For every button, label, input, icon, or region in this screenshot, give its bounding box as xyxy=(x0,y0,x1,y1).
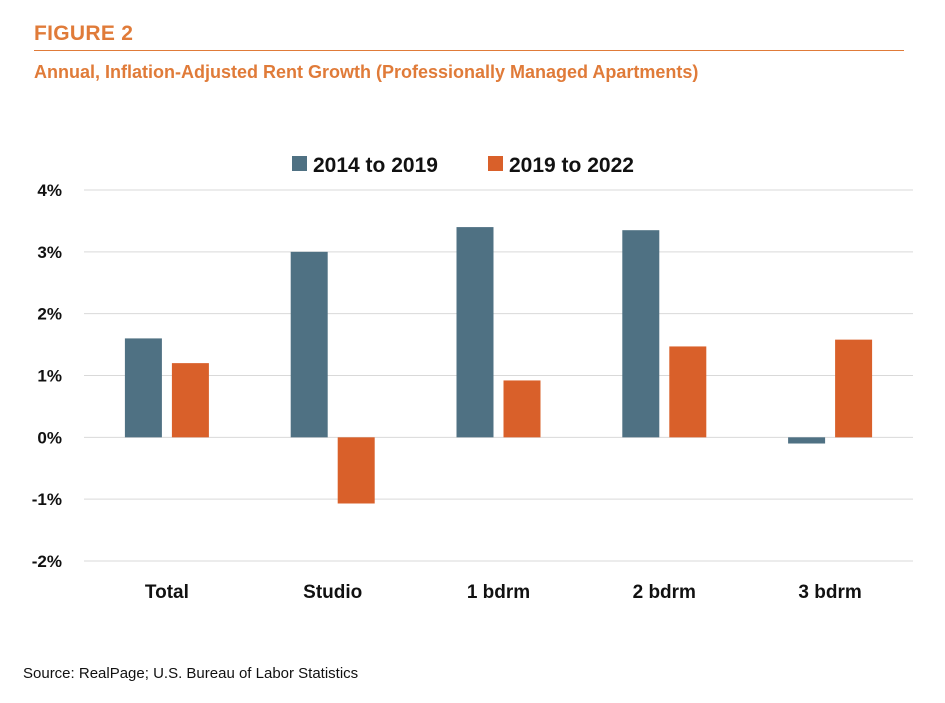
bar xyxy=(124,338,162,438)
y-tick-label: -2% xyxy=(32,552,62,571)
x-tick-label: 1 bdrm xyxy=(467,582,530,603)
y-tick-label: -1% xyxy=(32,490,62,509)
figure-label: FIGURE 2 xyxy=(34,22,134,45)
bar xyxy=(835,339,873,438)
source-note: Source: RealPage; U.S. Bureau of Labor S… xyxy=(23,665,359,682)
title-rule xyxy=(34,50,904,51)
legend-swatch xyxy=(292,156,307,171)
y-tick-label: 3% xyxy=(37,243,62,262)
bar-chart: 4% 3% 2% 1% 0% -1% -2% Total Studio 1 bdrm 2 bdrm 3… xyxy=(32,154,913,603)
x-tick-label: 2 bdrm xyxy=(633,582,696,603)
y-tick-label: 2% xyxy=(37,305,62,324)
legend-label: 2014 to 2019 xyxy=(313,154,438,177)
bar xyxy=(290,251,328,438)
bar xyxy=(669,346,707,438)
legend-swatch xyxy=(488,156,503,171)
bar xyxy=(622,230,660,438)
chart-title: Annual, Inflation-Adjusted Rent Growth (… xyxy=(34,62,699,82)
bar xyxy=(503,380,541,438)
legend-label: 2019 to 2022 xyxy=(509,154,634,177)
y-tick-label: 4% xyxy=(37,181,62,200)
x-tick-label: Studio xyxy=(303,582,362,603)
y-tick-label: 0% xyxy=(37,428,62,447)
bar xyxy=(788,437,826,444)
bar xyxy=(171,363,209,438)
y-tick-label: 1% xyxy=(37,367,62,386)
x-tick-label: Total xyxy=(145,582,189,603)
bar xyxy=(456,227,494,438)
x-tick-label: 3 bdrm xyxy=(798,582,861,603)
bar xyxy=(337,437,375,504)
